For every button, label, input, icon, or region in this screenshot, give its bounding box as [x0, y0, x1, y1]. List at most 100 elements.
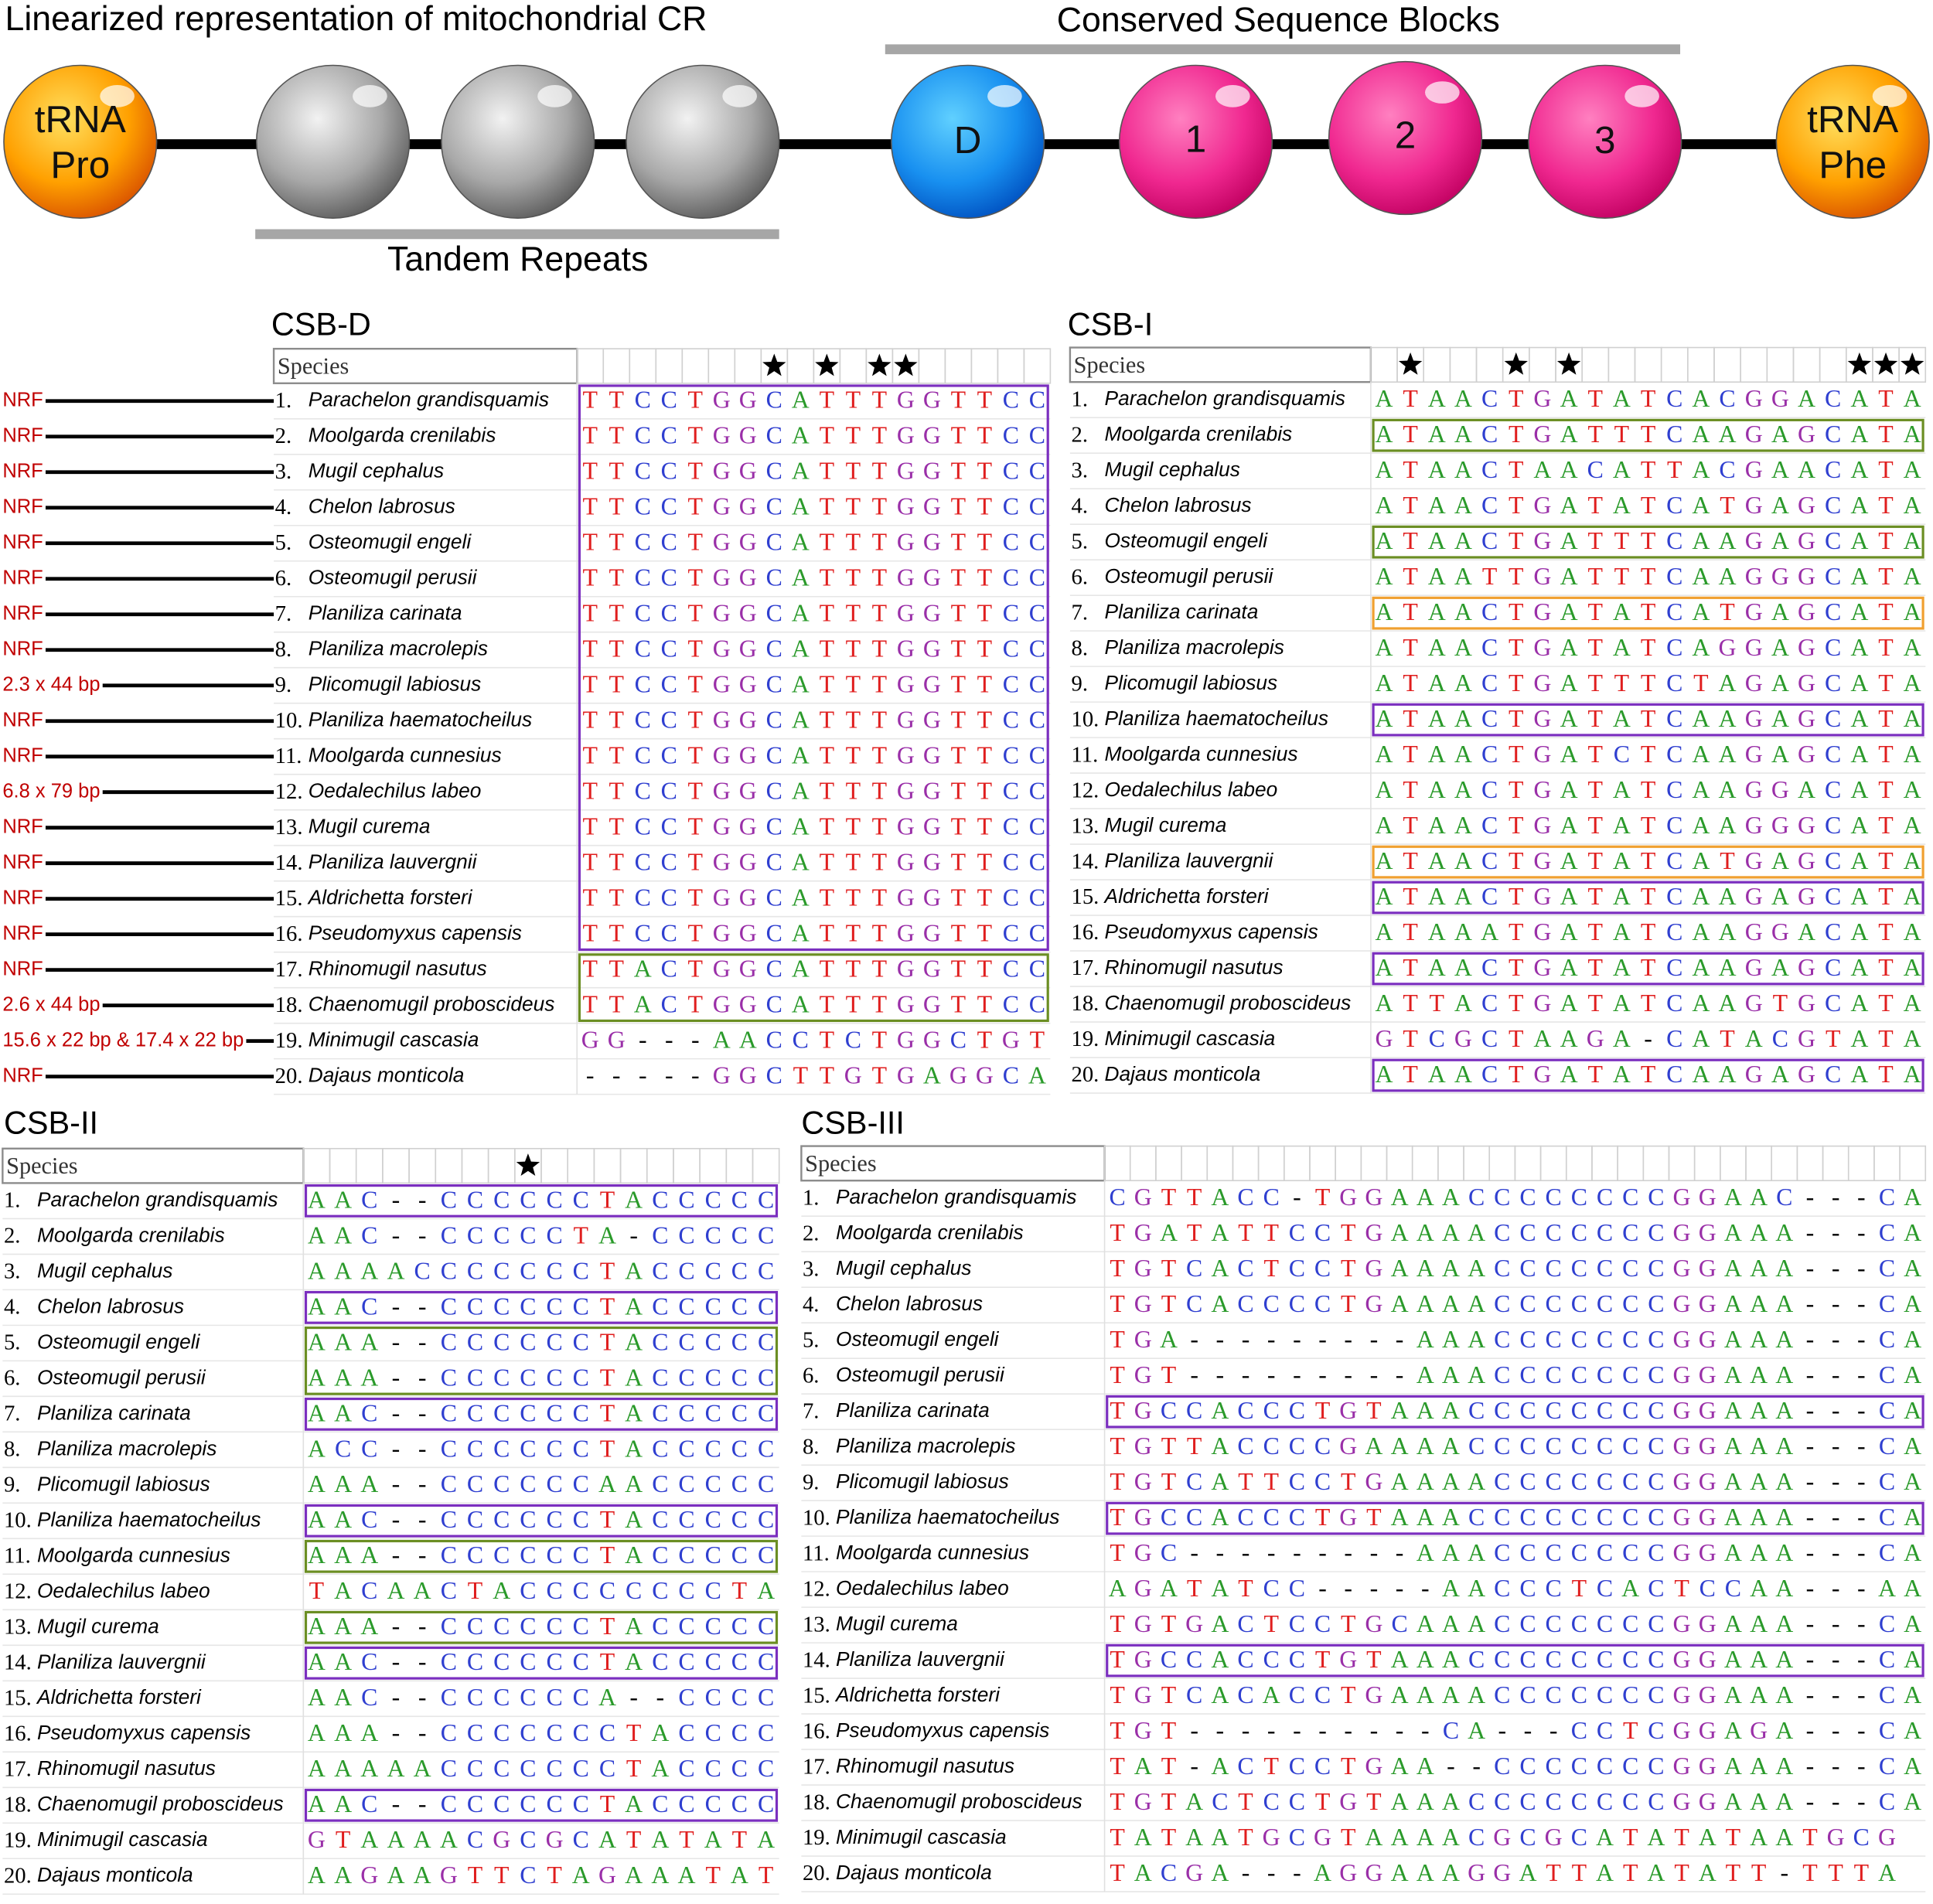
nucleotide: T [820, 493, 834, 520]
nucleotide: T [1641, 705, 1655, 732]
nucleotide: C [1494, 1219, 1510, 1246]
row-number: 12. [4, 1579, 32, 1603]
nucleotide: A [1692, 705, 1710, 732]
nucleotide: A [792, 671, 810, 698]
nucleotide: C [1879, 1397, 1895, 1424]
nucleotide: A [1428, 456, 1446, 483]
nucleotide: C [1546, 1681, 1562, 1708]
nucleotide: A [440, 1826, 458, 1853]
nucleotide: T [1878, 492, 1893, 519]
nucleotide: C [1622, 1610, 1638, 1637]
nucleotide: - [1370, 1717, 1379, 1744]
nucleotide: T [1110, 1361, 1124, 1388]
nucleotide: A [1719, 563, 1737, 590]
nucleotide: C [361, 1790, 377, 1817]
nucleotide: C [493, 1186, 510, 1213]
nucleotide: C [573, 1328, 589, 1355]
panel-title: CSB-II [4, 1104, 98, 1140]
nucleotide: A [308, 1435, 326, 1462]
nucleotide: - [1344, 1361, 1352, 1388]
nucleotide: A [1160, 1326, 1178, 1353]
nucleotide: G [1673, 1468, 1691, 1495]
species-name: Parachelon grandisquamis [309, 388, 549, 411]
nucleotide: C [678, 1577, 694, 1604]
nucleotide: A [1850, 421, 1868, 448]
nucleotide: A [1692, 492, 1710, 519]
nucleotide: C [1289, 1752, 1305, 1780]
nucleotide: A [1160, 1219, 1178, 1246]
nucleotide: A [1771, 456, 1789, 483]
nucleotide: T [872, 387, 887, 414]
nucleotide: A [1904, 1752, 1921, 1780]
nucleotide: C [1622, 1539, 1638, 1566]
nucleotide: C [1494, 1610, 1510, 1637]
nucleotide: C [361, 1186, 377, 1213]
nucleotide: - [1190, 1717, 1198, 1744]
nucleotide: C [705, 1186, 721, 1213]
nucleotide: - [1524, 1717, 1532, 1744]
nucleotide: A [1775, 1361, 1793, 1388]
nucleotide: A [1904, 812, 1921, 839]
nucleotide: A [334, 1719, 352, 1746]
nucleotide: C [1719, 385, 1735, 412]
nucleotide: A [308, 1755, 326, 1782]
nucleotide: A [1314, 1859, 1331, 1886]
nucleotide: T [872, 813, 887, 840]
nucleotide: C [678, 1186, 694, 1213]
nucleotide: - [1216, 1326, 1225, 1353]
nucleotide: G [713, 778, 731, 805]
nucleotide: - [1832, 1539, 1840, 1566]
species-name: Parachelon grandisquamis [836, 1185, 1076, 1208]
nucleotide: T [336, 1826, 350, 1853]
nucleotide: G [1673, 1788, 1691, 1815]
nucleotide: A [1724, 1397, 1742, 1424]
nucleotide: T [1161, 1255, 1176, 1282]
nucleotide: T [1161, 1752, 1176, 1780]
nucleotide: C [635, 813, 651, 840]
nucleotide: C [635, 778, 651, 805]
nucleotide: A [1613, 883, 1631, 910]
row-number: 12. [275, 779, 303, 804]
nucleotide: C [520, 1221, 536, 1248]
nucleotide: - [1832, 1326, 1840, 1353]
nucleotide: A [1417, 1397, 1434, 1424]
nucleotide: T [846, 707, 861, 734]
nucleotide: - [1267, 1859, 1276, 1886]
nucleotide: A [1375, 421, 1393, 448]
nucleotide: T [1403, 954, 1417, 981]
nucleotide: C [1186, 1255, 1202, 1282]
nucleotide: T [688, 493, 703, 520]
column-cell [1539, 1145, 1567, 1182]
nucleotide: T [1509, 669, 1523, 697]
nucleotide: C [678, 1755, 694, 1782]
nucleotide: G [713, 387, 731, 414]
nucleotide: G [1533, 705, 1551, 732]
nucleotide: - [1832, 1717, 1840, 1744]
nucleotide: G [923, 387, 941, 414]
species-name: Rhinomugil nasutus [37, 1756, 216, 1780]
highlight-box [1372, 525, 1924, 559]
nucleotide: A [1613, 918, 1631, 945]
species-name: Plicomugil labiosus [836, 1470, 1009, 1493]
nucleotide: A [1904, 421, 1921, 448]
nucleotide: C [1571, 1717, 1587, 1744]
nucleotide: T [977, 707, 992, 734]
nucleotide: C [1314, 1290, 1331, 1317]
nucleotide: G [1134, 1326, 1152, 1353]
nucleotide: C [1571, 1397, 1587, 1424]
nucleotide: - [1318, 1326, 1327, 1353]
species-name: Rhinomugil nasutus [836, 1754, 1014, 1777]
nucleotide: T [583, 849, 598, 876]
column-cell [1565, 1145, 1593, 1182]
nucleotide: C [1481, 741, 1498, 768]
nucleotide: A [1560, 563, 1578, 590]
nucleotide: T [846, 671, 861, 698]
nucleotide: T [1403, 812, 1417, 839]
nucleotide: T [977, 849, 992, 876]
nucleotide: C [766, 600, 782, 627]
row-number: 4. [4, 1295, 21, 1320]
nucleotide: C [1481, 705, 1498, 732]
nucleotide: T [1341, 1824, 1355, 1851]
nucleotide: A [1904, 1681, 1921, 1708]
nucleotide: - [1644, 1025, 1652, 1052]
